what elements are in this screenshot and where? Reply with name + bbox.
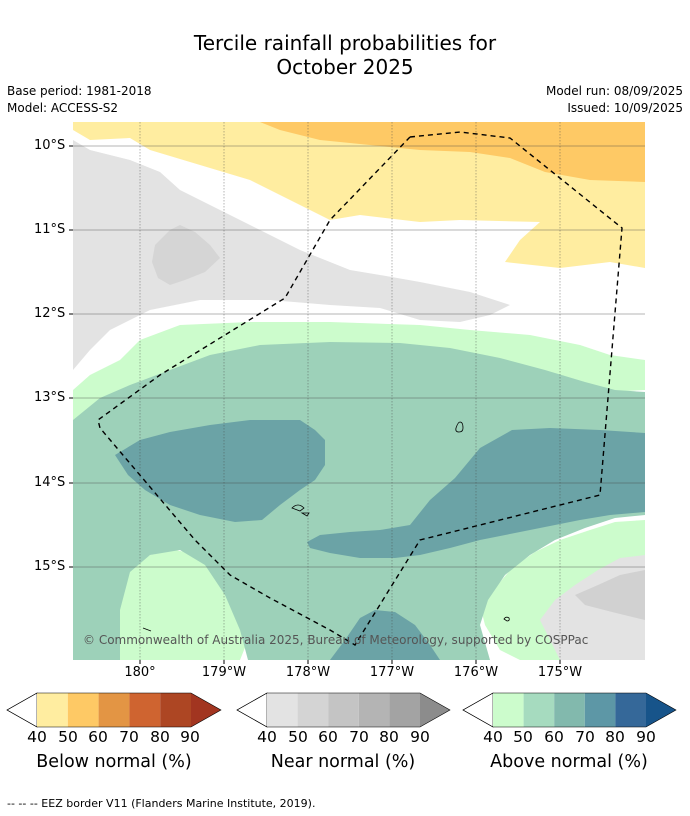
legend-below-tick-70: 70 bbox=[119, 728, 139, 746]
legend-below-swatch-40 bbox=[37, 693, 68, 727]
legend-above-tick-40: 40 bbox=[483, 728, 503, 746]
island-2 bbox=[291, 504, 310, 517]
legend-near-tick-50: 50 bbox=[288, 728, 308, 746]
above-normal-60-region-south bbox=[330, 610, 440, 660]
legend-near-tick-60: 60 bbox=[318, 728, 338, 746]
eez-border bbox=[97, 131, 623, 646]
above-normal-60-region-west bbox=[115, 420, 325, 522]
base-period: Base period: 1981-2018 bbox=[7, 84, 152, 98]
lat-label-10s: 10°S bbox=[34, 138, 66, 153]
legend-near-swatch-80 bbox=[389, 693, 420, 727]
eez-footnote: -- -- -- EEZ border V11 (Flanders Marine… bbox=[7, 797, 316, 810]
legend-below-normal bbox=[6, 692, 222, 728]
legend-above-tick-90: 90 bbox=[636, 728, 656, 746]
lon-label-176w: 176°W bbox=[453, 665, 499, 680]
near-normal-50-region bbox=[152, 225, 220, 285]
legend-near-upper-arrow bbox=[420, 693, 450, 727]
gridlines bbox=[73, 122, 645, 660]
legend-below-swatch-60 bbox=[98, 693, 130, 727]
near-normal-50-region-se bbox=[575, 570, 645, 620]
legend-near-swatch-60 bbox=[328, 693, 359, 727]
lon-label-178w: 178°W bbox=[285, 665, 331, 680]
legend-near-swatch-40 bbox=[267, 693, 298, 727]
lon-label-177w: 177°W bbox=[369, 665, 415, 680]
chart-title-line2: October 2025 bbox=[276, 55, 414, 79]
legend-near-title: Near normal (%) bbox=[270, 752, 416, 772]
island-4 bbox=[142, 627, 152, 632]
above-normal-50-region bbox=[73, 342, 645, 660]
lat-label-15s: 15°S bbox=[34, 559, 66, 574]
above-normal-40-region-se bbox=[480, 520, 645, 660]
legend-above-lower-arrow bbox=[462, 692, 494, 728]
legend-near-tick-80: 80 bbox=[379, 728, 399, 746]
legend-near-normal bbox=[236, 692, 451, 728]
lon-label-179w: 179°W bbox=[201, 665, 247, 680]
legend-above-tick-60: 60 bbox=[544, 728, 564, 746]
island-3 bbox=[503, 616, 510, 622]
legend-above-swatch-70 bbox=[584, 693, 616, 727]
lon-label-175w: 175°W bbox=[537, 665, 583, 680]
legend-above-tick-80: 80 bbox=[605, 728, 625, 746]
legend-below-upper-arrow bbox=[191, 693, 221, 727]
legend-below-swatch-70 bbox=[129, 693, 161, 727]
legend-above-tick-70: 70 bbox=[575, 728, 595, 746]
lat-label-11s: 11°S bbox=[34, 222, 66, 237]
legend-below-tick-80: 80 bbox=[150, 728, 170, 746]
chart-title-line1: Tercile rainfall probabilities for bbox=[193, 31, 497, 55]
legend-below-lower-arrow bbox=[6, 692, 38, 728]
lat-label-13s: 13°S bbox=[34, 390, 66, 405]
legend-above-swatch-80 bbox=[615, 693, 646, 727]
rainfall-map bbox=[69, 122, 645, 664]
legend-above-swatch-50 bbox=[523, 693, 555, 727]
legend-near-tick-70: 70 bbox=[349, 728, 369, 746]
near-normal-40-region bbox=[73, 140, 510, 370]
copyright-notice: © Commonwealth of Australia 2025, Bureau… bbox=[83, 633, 589, 647]
legend-below-tick-50: 50 bbox=[58, 728, 78, 746]
lat-label-12s: 12°S bbox=[34, 306, 66, 321]
legend-above-tick-50: 50 bbox=[513, 728, 533, 746]
below-normal-40-region bbox=[73, 122, 645, 268]
axis-ticks bbox=[69, 145, 561, 664]
model-name: Model: ACCESS-S2 bbox=[7, 101, 119, 115]
legend-above-swatch-40 bbox=[493, 693, 524, 727]
model-run: Model run: 08/09/2025 bbox=[545, 84, 683, 98]
legend-near-swatch-50 bbox=[297, 693, 329, 727]
legend-below-swatch-50 bbox=[67, 693, 99, 727]
map-fields bbox=[73, 122, 645, 660]
legend-below-title: Below normal (%) bbox=[36, 752, 192, 772]
legend-below-tick-90: 90 bbox=[180, 728, 200, 746]
legend-below-swatch-80 bbox=[160, 693, 191, 727]
legend-above-swatch-60 bbox=[554, 693, 585, 727]
legend-above-normal bbox=[462, 692, 677, 728]
legend-above-title: Above normal (%) bbox=[490, 752, 648, 772]
above-normal-60-region-east bbox=[307, 428, 645, 558]
legend-below-tick-40: 40 bbox=[27, 728, 47, 746]
issued-date: Issued: 10/09/2025 bbox=[567, 101, 683, 115]
legend-colorbars bbox=[6, 692, 677, 728]
legend-above-upper-arrow bbox=[646, 693, 676, 727]
legend-near-lower-arrow bbox=[236, 692, 268, 728]
lat-label-14s: 14°S bbox=[34, 475, 66, 490]
legend-near-tick-40: 40 bbox=[257, 728, 277, 746]
lon-label-180: 180° bbox=[124, 665, 156, 680]
below-normal-50-region bbox=[260, 122, 645, 182]
legend-near-swatch-70 bbox=[358, 693, 390, 727]
legend-below-tick-60: 60 bbox=[88, 728, 108, 746]
island-1 bbox=[455, 421, 464, 433]
legend-near-tick-90: 90 bbox=[410, 728, 430, 746]
